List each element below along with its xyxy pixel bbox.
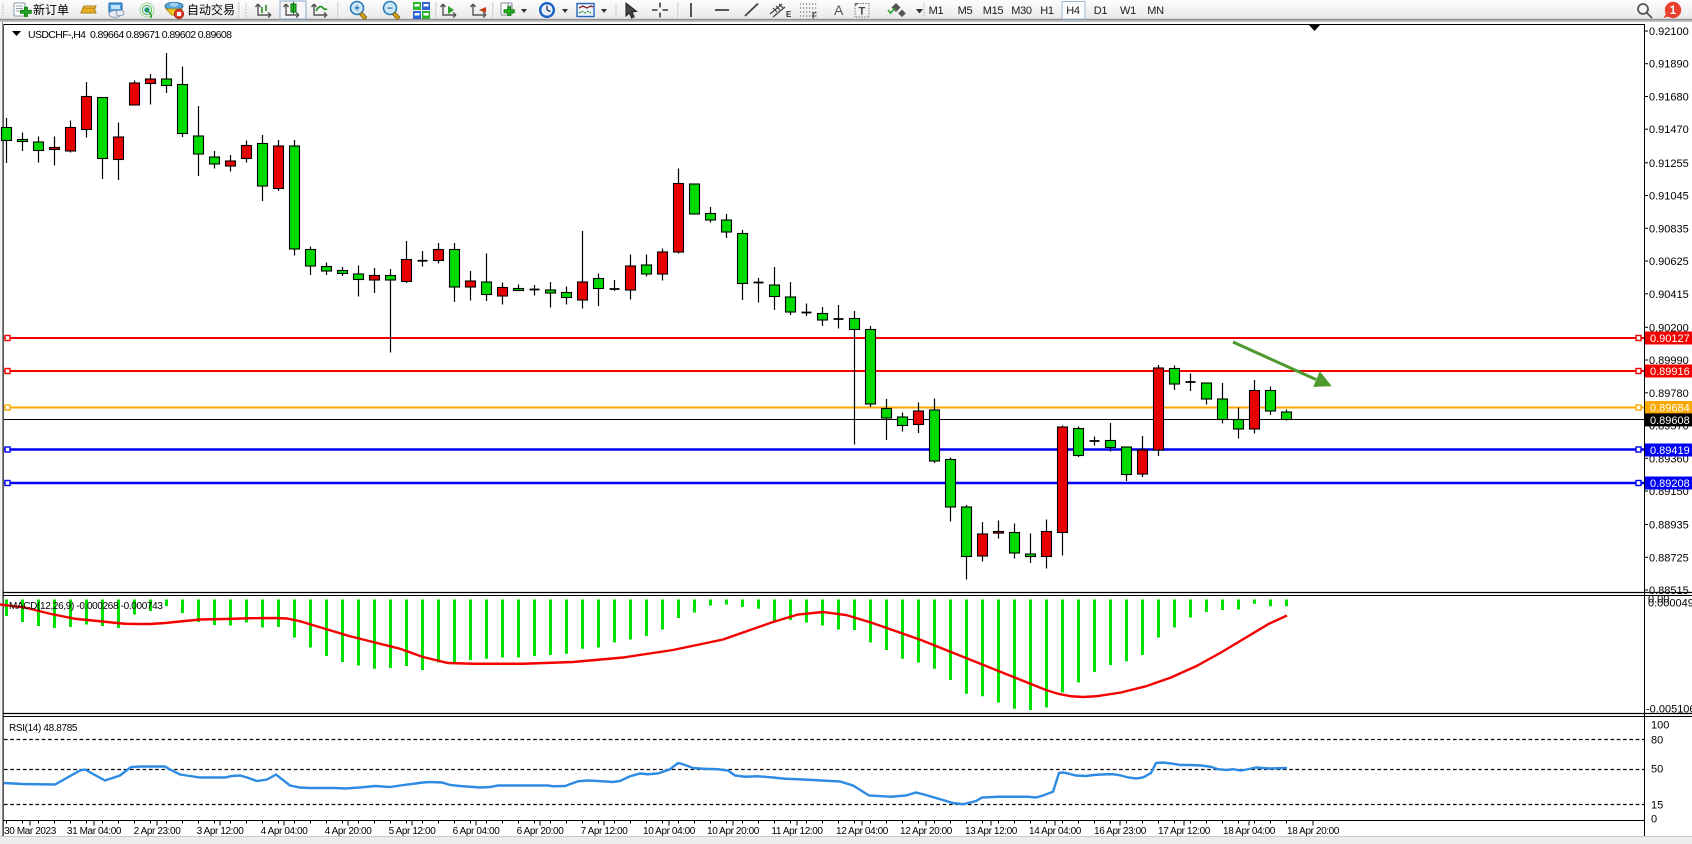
svg-text:0.88725: 0.88725 (1649, 552, 1689, 564)
svg-text:0: 0 (1651, 814, 1657, 826)
svg-text:7 Apr 12:00: 7 Apr 12:00 (581, 826, 629, 837)
svg-text:0.89684: 0.89684 (1650, 403, 1690, 415)
svg-text:0.91045: 0.91045 (1649, 191, 1689, 203)
svg-text:0.90200: 0.90200 (1649, 322, 1689, 334)
svg-text:0.89208: 0.89208 (1650, 478, 1690, 490)
svg-text:0.000049: 0.000049 (1648, 598, 1692, 610)
svg-text:14 Apr 04:00: 14 Apr 04:00 (1029, 826, 1082, 837)
svg-text:10 Apr 20:00: 10 Apr 20:00 (707, 826, 760, 837)
svg-text:12 Apr 04:00: 12 Apr 04:00 (836, 826, 889, 837)
svg-text:100: 100 (1651, 720, 1669, 732)
svg-text:0.90415: 0.90415 (1649, 289, 1689, 301)
svg-text:MACD(12,26,9) -0.000268 -0.000: MACD(12,26,9) -0.000268 -0.000743 (9, 601, 163, 612)
svg-text:5 Apr 12:00: 5 Apr 12:00 (389, 826, 437, 837)
svg-text:31 Mar 04:00: 31 Mar 04:00 (67, 826, 122, 837)
svg-text:16 Apr 23:00: 16 Apr 23:00 (1094, 826, 1147, 837)
svg-text:6 Apr 04:00: 6 Apr 04:00 (453, 826, 501, 837)
svg-text:11 Apr 12:00: 11 Apr 12:00 (771, 826, 823, 837)
svg-text:18 Apr 20:00: 18 Apr 20:00 (1287, 826, 1340, 837)
svg-text:15: 15 (1651, 800, 1663, 812)
svg-text:50: 50 (1651, 764, 1663, 776)
svg-text:13 Apr 12:00: 13 Apr 12:00 (965, 826, 1018, 837)
svg-text:D1: D1 (1094, 5, 1108, 17)
svg-text:0.89916: 0.89916 (1650, 366, 1690, 378)
svg-text:E: E (786, 10, 792, 19)
svg-text:2 Apr 23:00: 2 Apr 23:00 (134, 826, 182, 837)
svg-text:+: + (354, 3, 360, 14)
svg-text:M5: M5 (958, 5, 973, 17)
svg-text:0.88515: 0.88515 (1649, 585, 1689, 597)
svg-text:0.89780: 0.89780 (1649, 388, 1689, 400)
svg-text:M30: M30 (1011, 5, 1032, 17)
svg-text:自动交易: 自动交易 (187, 2, 235, 17)
svg-text:4 Apr 04:00: 4 Apr 04:00 (261, 826, 309, 837)
svg-text:0.90835: 0.90835 (1649, 223, 1689, 235)
svg-text:0.90625: 0.90625 (1649, 256, 1689, 268)
svg-text:0.92100: 0.92100 (1649, 26, 1689, 38)
svg-text:80: 80 (1651, 735, 1663, 747)
svg-text:17 Apr 12:00: 17 Apr 12:00 (1158, 826, 1211, 837)
svg-text:30 Mar 2023: 30 Mar 2023 (4, 826, 57, 837)
svg-text:0.89419: 0.89419 (1650, 445, 1690, 457)
svg-text:H1: H1 (1040, 5, 1054, 17)
svg-text:0.00: 0.00 (1648, 594, 1669, 606)
svg-text:A: A (834, 2, 844, 18)
svg-text:0.91890: 0.91890 (1649, 59, 1689, 71)
svg-text:18 Apr 04:00: 18 Apr 04:00 (1223, 826, 1276, 837)
svg-text:-0.005106: -0.005106 (1646, 704, 1692, 716)
svg-text:10 Apr 04:00: 10 Apr 04:00 (643, 826, 696, 837)
svg-text:12 Apr 20:00: 12 Apr 20:00 (900, 826, 953, 837)
svg-text:0.88935: 0.88935 (1649, 520, 1689, 532)
svg-text:0.91255: 0.91255 (1649, 158, 1689, 170)
svg-text:4 Apr 20:00: 4 Apr 20:00 (325, 826, 373, 837)
svg-text:−: − (387, 3, 393, 14)
svg-text:0.90127: 0.90127 (1650, 333, 1690, 345)
svg-text:M15: M15 (983, 5, 1004, 17)
svg-text:0.91680: 0.91680 (1649, 92, 1689, 104)
svg-text:1: 1 (1670, 5, 1677, 17)
svg-text:M1: M1 (929, 5, 944, 17)
svg-text:USDCHF-,H4 0.89664 0.89671 0.: USDCHF-,H4 0.89664 0.89671 0.89602 0.896… (28, 29, 232, 41)
svg-text:0.91470: 0.91470 (1649, 124, 1689, 136)
svg-text:0.89608: 0.89608 (1650, 415, 1690, 427)
svg-text:0.89990: 0.89990 (1649, 355, 1689, 367)
svg-text:MN: MN (1147, 5, 1164, 17)
svg-text:3 Apr 12:00: 3 Apr 12:00 (197, 826, 245, 837)
svg-text:W1: W1 (1120, 5, 1136, 17)
svg-text:H4: H4 (1066, 5, 1080, 17)
svg-text:新订单: 新订单 (33, 2, 69, 17)
svg-text:6 Apr 20:00: 6 Apr 20:00 (517, 826, 565, 837)
svg-text:RSI(14) 48.8785: RSI(14) 48.8785 (9, 723, 78, 734)
svg-text:T: T (859, 6, 866, 18)
svg-text:F: F (812, 12, 817, 21)
